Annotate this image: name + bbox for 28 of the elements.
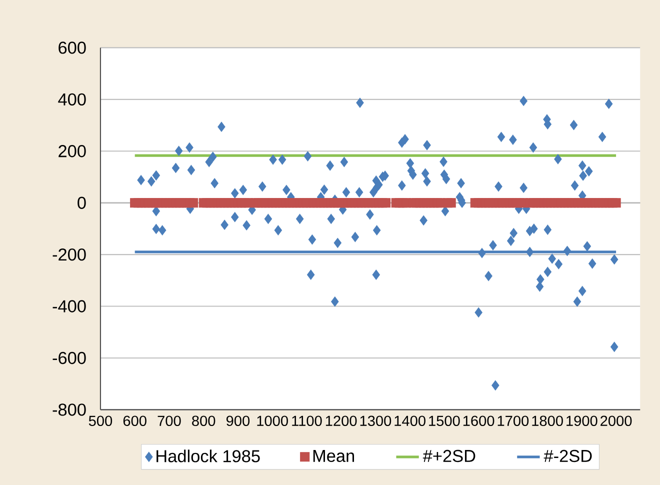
x-tick-label: 1900	[566, 416, 598, 426]
y-tick-label: -400	[52, 300, 86, 312]
x-tick-label: 800	[192, 416, 216, 426]
y-tick-label: -800	[52, 403, 86, 416]
x-tick-label: 1200	[326, 416, 357, 426]
x-tick-label: 1100	[292, 416, 322, 426]
x-tick-label: 1000	[257, 416, 288, 426]
x-tick-label: 1500	[429, 416, 460, 426]
x-tick-label: 1800	[532, 416, 563, 426]
legend-label: #+2SD	[422, 450, 476, 462]
y-tick-label: -200	[52, 248, 86, 261]
legend-label: Hadlock 1985	[156, 450, 260, 462]
x-tick-label: 2000	[600, 416, 632, 426]
x-tick-label: 1700	[498, 416, 529, 426]
y-tick-label: -600	[52, 352, 86, 364]
legend-label: #-2SD	[544, 450, 592, 462]
x-tick-label: 600	[123, 416, 146, 426]
legend-label: Mean	[313, 450, 354, 462]
x-tick-label: 500	[88, 416, 112, 426]
y-tick-label: 600	[58, 41, 86, 54]
x-tick-label: 1300	[360, 416, 392, 426]
y-tick-label: 400	[58, 93, 86, 106]
y-tick-label: 200	[58, 144, 86, 158]
y-tick-label: 0	[78, 196, 86, 209]
x-tick-label: 900	[226, 416, 250, 426]
x-tick-label: 1600	[463, 416, 494, 426]
x-tick-label: 700	[158, 416, 181, 426]
x-tick-label: 1400	[394, 416, 426, 426]
